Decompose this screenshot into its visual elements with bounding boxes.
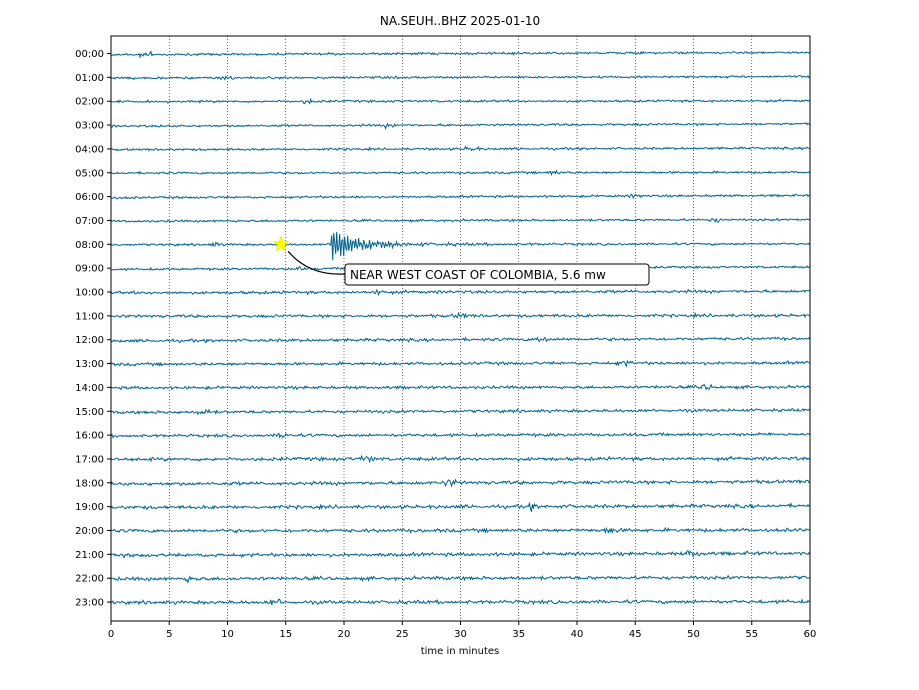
- hour-label: 19:00: [75, 502, 104, 513]
- hour-label: 18:00: [75, 478, 104, 489]
- hour-label: 13:00: [75, 359, 104, 370]
- hour-label: 15:00: [75, 407, 104, 418]
- hour-label: 05:00: [75, 168, 104, 179]
- trace-1700: [110, 454, 811, 464]
- hour-label: 06:00: [75, 192, 104, 203]
- hour-label: 12:00: [75, 335, 104, 346]
- hour-label: 11:00: [75, 311, 104, 322]
- traces: [110, 50, 811, 606]
- event-star-marker: [272, 235, 290, 252]
- hour-label: 09:00: [75, 264, 104, 275]
- x-tick-label: 35: [512, 629, 525, 640]
- hour-label: 02:00: [75, 97, 104, 108]
- trace-1500: [110, 407, 811, 416]
- x-tick-label: 40: [571, 629, 584, 640]
- hour-label: 03:00: [75, 121, 104, 132]
- hour-label: 17:00: [75, 454, 104, 465]
- x-tick-label: 30: [454, 629, 467, 640]
- annotation-connector: [287, 250, 346, 275]
- trace-1200: [110, 336, 811, 344]
- trace-2100: [110, 550, 811, 559]
- trace-1000: [110, 288, 811, 297]
- trace-0300: [110, 121, 811, 130]
- x-tick-label: 50: [687, 629, 700, 640]
- trace-1600: [110, 431, 811, 439]
- x-tick-label: 15: [279, 629, 292, 640]
- hour-label: 01:00: [75, 73, 104, 84]
- trace-1300: [110, 359, 811, 368]
- trace-0500: [110, 169, 811, 176]
- x-tick-label: 60: [804, 629, 817, 640]
- trace-0700: [110, 217, 811, 224]
- chart-title: NA.SEUH..BHZ 2025-01-10: [380, 14, 540, 28]
- trace-0800: [110, 231, 811, 261]
- x-ticks: 0 5 10 15 20 25 30 35 40 45 50 55 60: [108, 621, 817, 640]
- trace-0600: [111, 193, 811, 200]
- trace-0000: [110, 50, 811, 59]
- trace-1400: [110, 383, 811, 391]
- hour-label: 20:00: [75, 526, 104, 537]
- hour-label: 04:00: [75, 144, 104, 155]
- trace-2000: [110, 526, 811, 535]
- hour-labels: 00:00 01:00 02:00 03:00 04:00 05:00 06:00 07:00…: [75, 49, 111, 609]
- x-tick-label: 20: [338, 629, 351, 640]
- hour-label: 23:00: [75, 598, 104, 609]
- trace-0400: [110, 145, 811, 152]
- x-tick-label: 5: [166, 629, 172, 640]
- trace-2300: [110, 598, 811, 606]
- x-tick-label: 45: [629, 629, 642, 640]
- hour-label: 16:00: [75, 431, 104, 442]
- hour-label: 10:00: [75, 288, 104, 299]
- x-axis-label: time in minutes: [421, 646, 500, 657]
- hour-label: 21:00: [75, 550, 104, 561]
- hour-label: 08:00: [75, 240, 104, 251]
- x-tick-label: 25: [396, 629, 409, 640]
- hour-label: 00:00: [75, 49, 104, 60]
- annotation-text: NEAR WEST COAST OF COLOMBIA, 5.6 mw: [350, 268, 606, 282]
- trace-0200: [110, 97, 811, 105]
- trace-1100: [110, 311, 811, 319]
- event-annotation: NEAR WEST COAST OF COLOMBIA, 5.6 mw: [272, 235, 650, 286]
- trace-1800: [110, 478, 811, 488]
- hour-label: 22:00: [75, 574, 104, 585]
- trace-1900: [110, 501, 811, 512]
- x-tick-label: 55: [745, 629, 758, 640]
- trace-0100: [110, 74, 811, 81]
- hour-label: 14:00: [75, 383, 104, 394]
- plot-frame: [110, 35, 811, 622]
- x-tick-label: 10: [221, 629, 234, 640]
- hour-label: 07:00: [75, 216, 104, 227]
- trace-2200: [110, 574, 811, 585]
- annotation-box: [344, 263, 650, 286]
- x-tick-label: 0: [108, 629, 114, 640]
